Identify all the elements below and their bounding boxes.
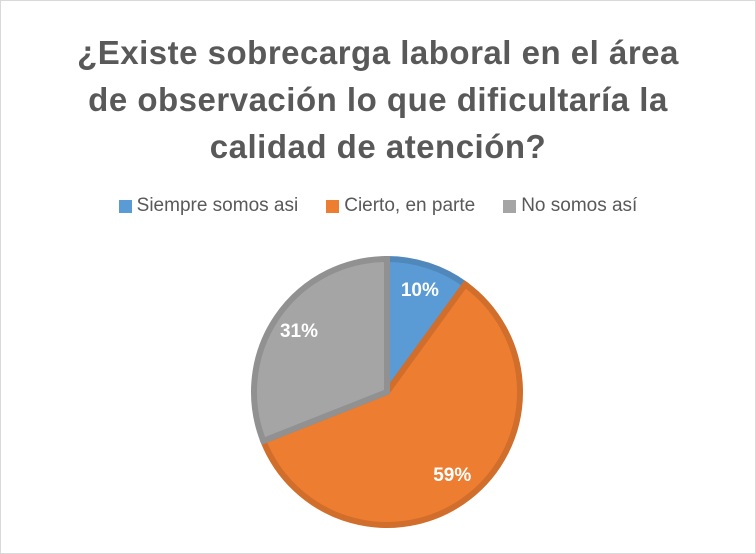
- legend-swatch: [503, 199, 517, 213]
- chart-title: ¿Existe sobrecarga laboral en el área de…: [77, 34, 679, 165]
- legend-label: Cierto, en parte: [344, 195, 476, 216]
- pie-slice: [251, 255, 390, 445]
- legend-item: Siempre somos asi: [118, 195, 299, 217]
- legend-label: Siempre somos asi: [136, 195, 299, 216]
- legend-item: Cierto, en parte: [326, 195, 475, 217]
- legend-swatch: [326, 199, 340, 213]
- data-label: 10%: [401, 280, 439, 301]
- legend: Siempre somos asi Cierto, en parte No somo…: [1, 195, 755, 217]
- legend-item: No somos así: [503, 195, 637, 217]
- data-label: 31%: [280, 321, 318, 342]
- data-label: 59%: [433, 465, 471, 486]
- pie-slice: [259, 280, 523, 528]
- legend-label: No somos así: [521, 195, 638, 216]
- legend-swatch: [118, 199, 132, 213]
